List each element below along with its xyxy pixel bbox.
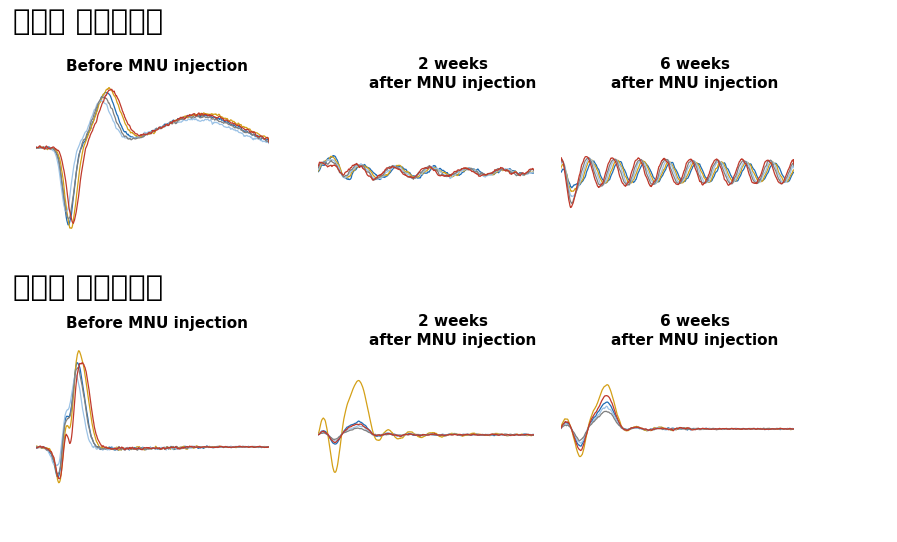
- Text: 6 weeks: 6 weeks: [660, 57, 730, 72]
- Text: after MNU injection: after MNU injection: [370, 76, 536, 91]
- Text: after MNU injection: after MNU injection: [612, 76, 779, 91]
- Text: 2 weeks: 2 weeks: [418, 57, 488, 72]
- Text: 명순응 망막전위도: 명순응 망막전위도: [13, 274, 163, 302]
- Text: 암순응 망막전위도: 암순응 망막전위도: [13, 8, 163, 36]
- Text: Before MNU injection: Before MNU injection: [66, 317, 248, 331]
- Text: Before MNU injection: Before MNU injection: [66, 59, 248, 74]
- Text: 2 weeks: 2 weeks: [418, 314, 488, 330]
- Text: 6 weeks: 6 weeks: [660, 314, 730, 330]
- Text: after MNU injection: after MNU injection: [370, 333, 536, 349]
- Text: after MNU injection: after MNU injection: [612, 333, 779, 349]
